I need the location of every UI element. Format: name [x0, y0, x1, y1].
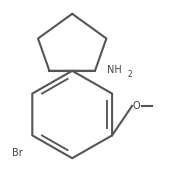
Text: Br: Br — [12, 148, 23, 159]
Text: O: O — [133, 101, 141, 111]
Text: 2: 2 — [127, 70, 132, 79]
Text: NH: NH — [107, 65, 122, 75]
